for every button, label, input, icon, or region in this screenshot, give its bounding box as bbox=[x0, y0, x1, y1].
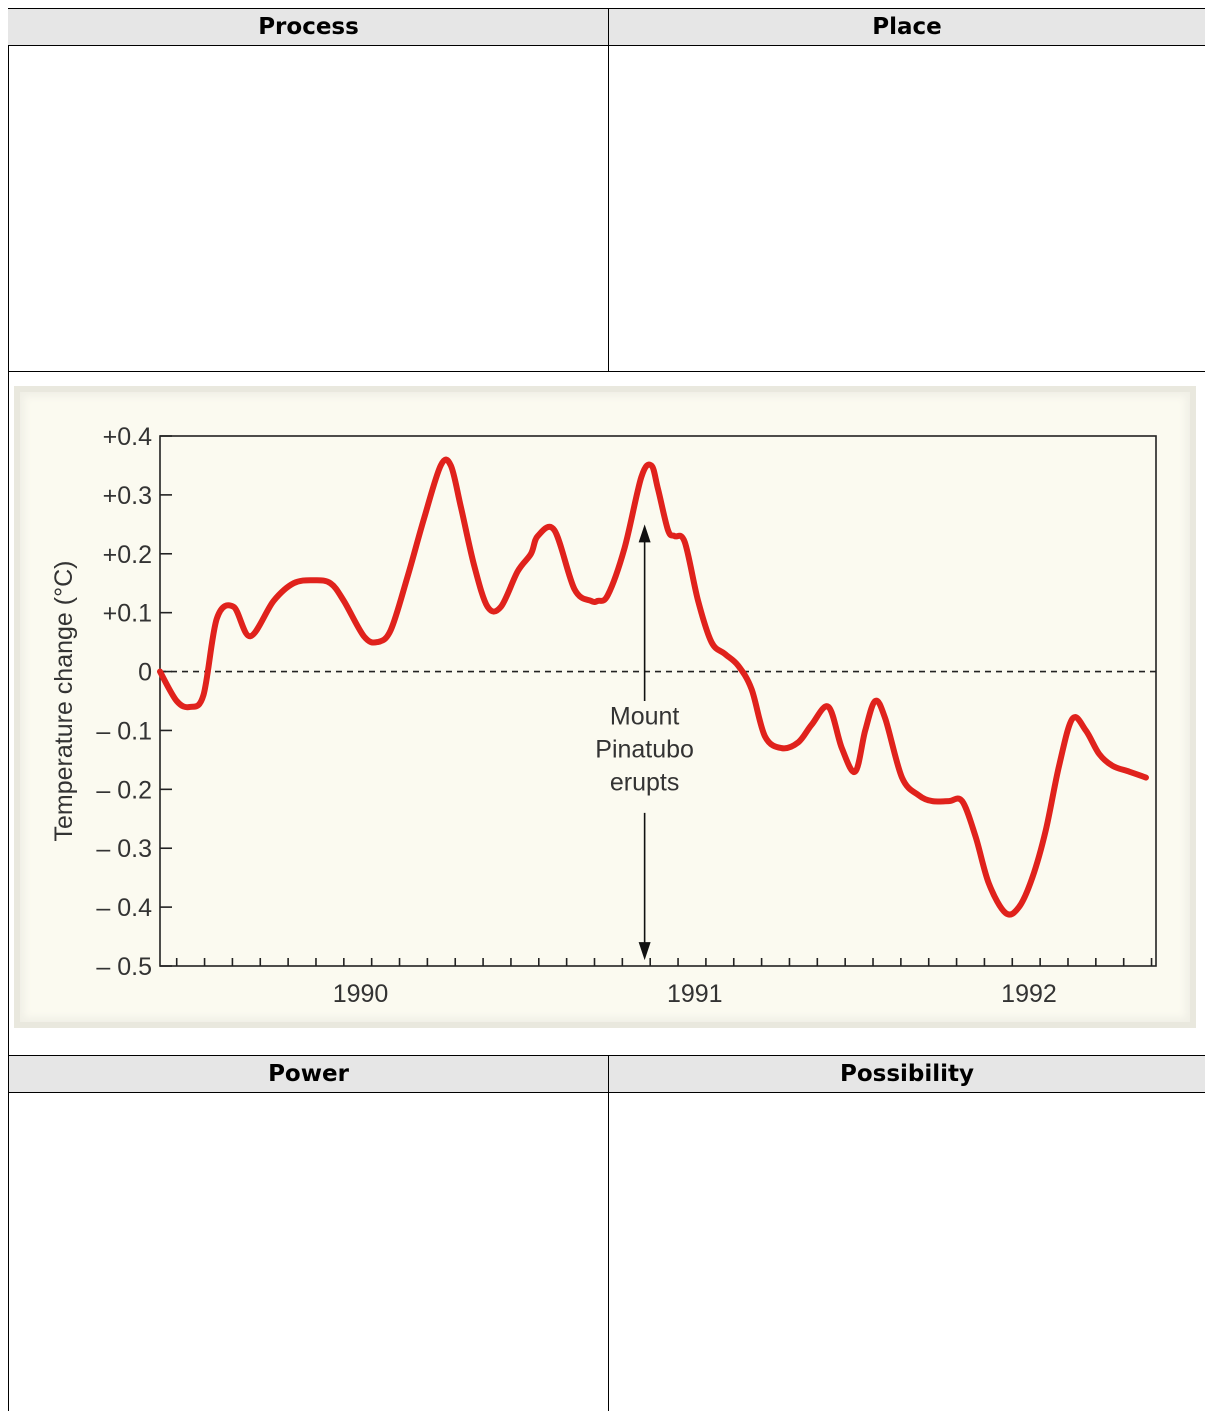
place-cell[interactable] bbox=[610, 46, 1204, 371]
place-header: Place bbox=[609, 8, 1205, 46]
y-tick-label: – 0.4 bbox=[96, 894, 152, 922]
annotation-text: erupts bbox=[610, 769, 679, 797]
power-header: Power bbox=[8, 1055, 609, 1093]
chart-panel: +0.4 +0.3 +0.2 +0.1 0 – 0.1 – 0.2 – 0.3 – 0.4 – 0… bbox=[14, 386, 1196, 1028]
y-tick-label: 0 bbox=[138, 659, 152, 687]
top-divider bbox=[608, 8, 609, 372]
annotation-arrow-down-head bbox=[638, 942, 651, 961]
plot-frame bbox=[159, 435, 1157, 967]
x-tick-label: 1992 bbox=[1001, 980, 1057, 1008]
top-table bbox=[8, 8, 1205, 372]
y-tick-label: +0.1 bbox=[103, 600, 152, 628]
y-tick-label: – 0.2 bbox=[96, 776, 152, 804]
bottom-divider bbox=[608, 1055, 609, 1411]
y-axis-label: Temperature change (°C) bbox=[50, 561, 78, 842]
annotation-text: Pinatubo bbox=[595, 736, 694, 764]
y-tick-label: +0.3 bbox=[103, 482, 152, 510]
annotation-text: Mount bbox=[610, 703, 680, 731]
x-tick-label: 1991 bbox=[667, 980, 723, 1008]
possibility-header: Possibility bbox=[609, 1055, 1205, 1093]
y-tick-label: +0.4 bbox=[103, 423, 152, 451]
process-cell[interactable] bbox=[9, 46, 607, 371]
y-tick-label: – 0.3 bbox=[96, 835, 152, 863]
power-cell[interactable] bbox=[9, 1093, 607, 1411]
temperature-series-line bbox=[157, 456, 1149, 918]
chart-background bbox=[20, 392, 1190, 1022]
y-tick-label: – 0.5 bbox=[96, 953, 152, 981]
process-header: Process bbox=[8, 8, 609, 46]
top-table-bottom-border bbox=[8, 371, 1205, 372]
x-tick-label: 1990 bbox=[333, 980, 389, 1008]
possibility-cell[interactable] bbox=[610, 1093, 1204, 1411]
annotation-arrow-up-head bbox=[638, 524, 651, 543]
temperature-chart: +0.4 +0.3 +0.2 +0.1 0 – 0.1 – 0.2 – 0.3 – 0.4 – 0… bbox=[50, 423, 1157, 1008]
middle-left-border bbox=[8, 372, 9, 1056]
bottom-left-border bbox=[8, 1055, 9, 1411]
y-tick-label: +0.2 bbox=[103, 541, 152, 569]
y-tick-label: – 0.1 bbox=[96, 717, 152, 745]
